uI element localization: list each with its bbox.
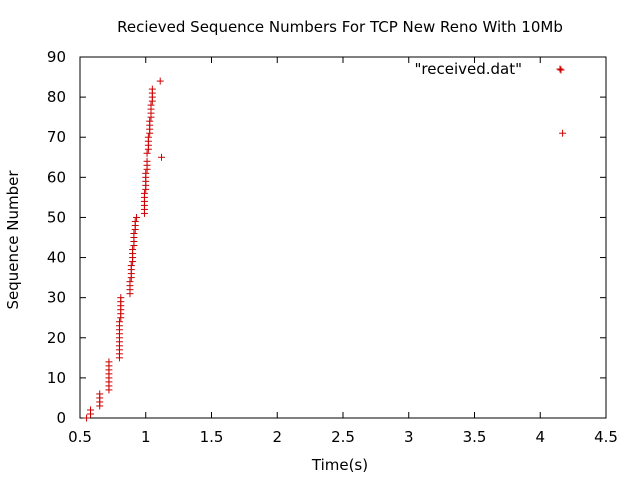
- data-point: [158, 153, 166, 161]
- plot-frame: [79, 56, 607, 419]
- x-axis-label: Time(s): [311, 456, 368, 474]
- y-axis-label: Sequence Number: [4, 170, 22, 310]
- data-point: [556, 65, 564, 73]
- data-point: [96, 390, 104, 398]
- data-point: [156, 77, 164, 85]
- x-tick-label: 1.5: [200, 428, 224, 446]
- data-point: [143, 149, 151, 157]
- y-tick-label: 50: [47, 208, 66, 226]
- x-tick-label: 3: [404, 428, 414, 446]
- y-tick-label: 70: [47, 128, 66, 146]
- legend: "received.dat": [415, 60, 565, 78]
- data-points: [83, 65, 567, 422]
- y-tick-label: 20: [47, 329, 66, 347]
- data-point: [129, 246, 137, 254]
- y-axis: 0 10 20 30 40 50 60 70 80 90: [47, 48, 606, 427]
- data-point: [117, 294, 125, 302]
- x-tick-label: 4: [535, 428, 545, 446]
- x-tick-label: 3.5: [463, 428, 487, 446]
- y-tick-label: 30: [47, 289, 66, 307]
- data-point: [105, 358, 113, 366]
- data-point: [83, 414, 91, 422]
- data-point: [87, 406, 95, 414]
- x-tick-label: 1: [141, 428, 151, 446]
- data-point: [126, 278, 134, 286]
- data-point: [148, 85, 156, 93]
- chart-title: Recieved Sequence Numbers For TCP New Re…: [117, 18, 563, 36]
- data-point: [130, 229, 138, 237]
- legend-marker: [557, 66, 565, 74]
- data-point: [142, 169, 150, 177]
- x-tick-label: 0.5: [68, 428, 92, 446]
- y-tick-label: 10: [47, 369, 66, 387]
- data-point: [146, 117, 154, 125]
- data-point: [115, 318, 123, 326]
- legend-plus-marker: [557, 66, 565, 74]
- legend-label: "received.dat": [415, 60, 523, 78]
- data-point: [133, 213, 141, 221]
- y-tick-label: 80: [47, 88, 66, 106]
- x-tick-label: 2.5: [331, 428, 355, 446]
- y-tick-label: 40: [47, 249, 66, 267]
- y-tick-label: 90: [47, 48, 66, 66]
- data-point: [559, 129, 567, 137]
- x-axis: 0.5 1 1.5 2 2.5 3 3.5 4 4.5: [68, 57, 618, 446]
- data-point: [143, 157, 151, 165]
- x-tick-label: 4.5: [594, 428, 618, 446]
- y-tick-label: 60: [47, 168, 66, 186]
- x-tick-label: 2: [272, 428, 282, 446]
- data-point: [140, 189, 148, 197]
- data-point: [131, 217, 139, 225]
- data-point: [144, 133, 152, 141]
- data-point: [147, 101, 155, 109]
- data-point: [127, 262, 135, 270]
- y-tick-label: 0: [56, 409, 66, 427]
